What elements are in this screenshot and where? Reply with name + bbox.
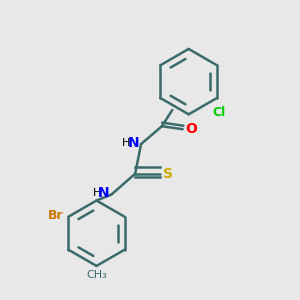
Text: Br: Br (48, 209, 64, 222)
Text: Cl: Cl (212, 106, 226, 119)
Text: H: H (122, 138, 131, 148)
Text: N: N (98, 186, 110, 200)
Text: CH₃: CH₃ (86, 270, 107, 280)
Text: O: O (186, 122, 197, 136)
Text: S: S (164, 167, 173, 181)
Text: N: N (128, 136, 140, 150)
Text: H: H (93, 188, 101, 198)
